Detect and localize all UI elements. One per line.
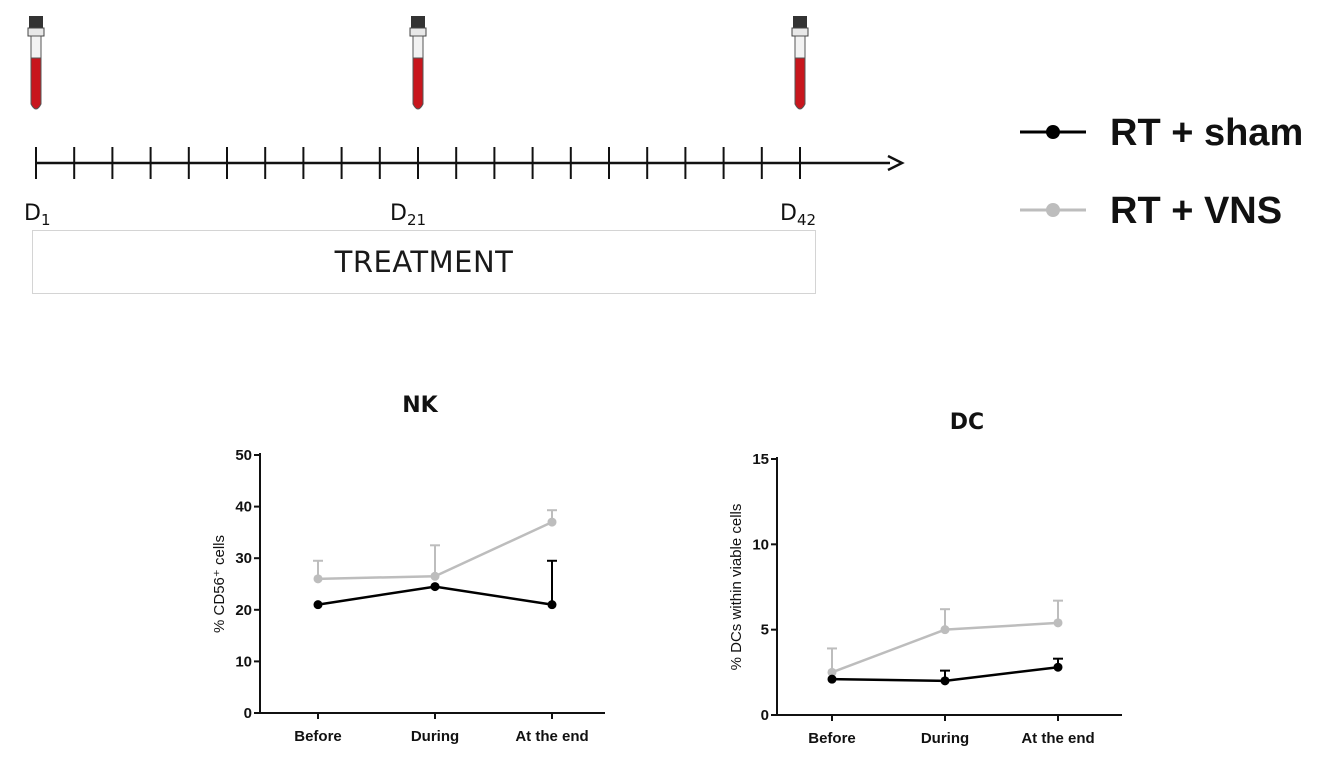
nk-point-sham: [547, 600, 557, 610]
timeline-day-label: D1: [24, 201, 51, 229]
nk-point-sham: [313, 600, 323, 610]
nk-x-tick-label: At the end: [515, 728, 588, 745]
tube-cap: [29, 16, 43, 28]
dc-x-tick-label: Before: [808, 730, 856, 747]
nk-point-sham: [430, 582, 440, 592]
nk-x-tick-label: During: [411, 728, 459, 745]
nk-y-tick-label: 30: [235, 550, 252, 567]
blood-tube-icon: [791, 16, 809, 110]
legend-marker-vns: [1046, 203, 1060, 217]
tube-blood: [794, 57, 806, 110]
dc-point-vns: [1053, 618, 1063, 628]
chart-title-nk: NK: [402, 393, 438, 418]
tube-cap: [411, 16, 425, 28]
timeline-arrow-head: [887, 154, 905, 172]
tube-glass: [30, 35, 42, 59]
dc-chart: 0 5 10 15 Before During At the end % DCs within…: [728, 451, 1122, 747]
nk-y-tick-label: 0: [244, 705, 252, 722]
tube-blood: [30, 57, 42, 110]
dc-y-tick-label: 0: [761, 707, 769, 724]
tube-band: [791, 27, 809, 37]
tube-blood: [412, 57, 424, 110]
legend: RT + sham RT + VNS: [1018, 110, 1328, 258]
dc-point-vns: [940, 625, 950, 635]
nk-y-tick-label: 20: [235, 602, 252, 619]
tube-cap: [793, 16, 807, 28]
dc-x-tick-label: During: [921, 730, 969, 747]
treatment-box: TREATMENT: [32, 230, 816, 294]
legend-label-sham: RT + sham: [1110, 112, 1304, 154]
nk-chart: 0 10 20 30 40 50 Before During At the end % CD56⁺…: [211, 447, 605, 745]
chart-title-dc: DC: [949, 410, 985, 435]
dc-y-tick-label: 15: [752, 451, 769, 468]
nk-y-tick-label: 10: [235, 653, 252, 670]
nk-x-tick-label: Before: [294, 728, 342, 745]
legend-swatch-vns: [1020, 203, 1086, 217]
tube-band: [409, 27, 427, 37]
tube-band: [27, 27, 45, 37]
dc-point-vns: [827, 667, 837, 677]
dc-point-sham: [940, 676, 950, 686]
nk-point-vns: [313, 574, 323, 584]
dc-y-tick-label: 10: [752, 536, 769, 553]
timeline-day-label: D21: [390, 201, 426, 229]
nk-y-tick-label: 40: [235, 499, 252, 516]
tube-glass: [794, 35, 806, 59]
legend-marker-sham: [1046, 125, 1060, 139]
nk-y-axis-label: % CD56⁺ cells: [211, 535, 228, 633]
nk-y-tick-label: 50: [235, 447, 252, 464]
timeline-diagram: D1 D21 D42: [24, 16, 905, 229]
nk-point-vns: [547, 517, 557, 527]
tube-glass: [412, 35, 424, 59]
legend-label-vns: RT + VNS: [1110, 190, 1283, 232]
timeline-day-label: D42: [780, 201, 816, 229]
dc-point-sham: [1053, 662, 1063, 672]
legend-item-vns: RT + VNS: [1018, 184, 1328, 258]
dc-x-tick-label: At the end: [1021, 730, 1094, 747]
dc-y-axis-label: % DCs within viable cells: [728, 504, 745, 671]
treatment-label: TREATMENT: [334, 245, 514, 279]
legend-item-sham: RT + sham: [1018, 110, 1328, 184]
blood-tube-icon: [409, 16, 427, 110]
dc-point-sham: [827, 674, 837, 684]
blood-tube-icon: [27, 16, 45, 110]
nk-point-vns: [430, 571, 440, 581]
legend-swatch-sham: [1020, 125, 1086, 139]
dc-y-tick-label: 5: [761, 622, 769, 639]
